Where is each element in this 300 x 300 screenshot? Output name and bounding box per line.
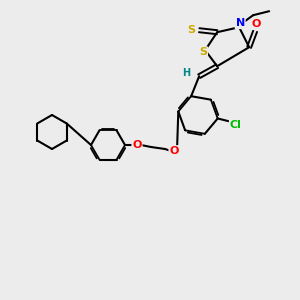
Text: S: S bbox=[199, 47, 207, 57]
Text: O: O bbox=[251, 19, 261, 29]
Text: N: N bbox=[236, 18, 245, 28]
Text: O: O bbox=[132, 140, 142, 150]
Text: O: O bbox=[169, 146, 179, 156]
Text: Cl: Cl bbox=[230, 121, 242, 130]
Text: S: S bbox=[187, 25, 195, 35]
Text: H: H bbox=[182, 68, 190, 78]
